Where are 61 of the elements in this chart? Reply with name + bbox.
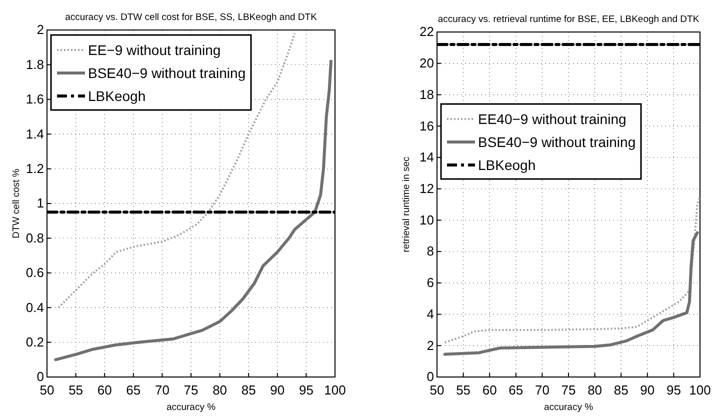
- y-tick-label: 12: [420, 180, 434, 196]
- y-tick-label: 20: [420, 56, 434, 71]
- y-tick-label: 8: [426, 244, 434, 259]
- y-tick-label: 0: [36, 369, 44, 384]
- y-axis-title: DTW cell cost %: [11, 168, 22, 238]
- line-series: [54, 60, 332, 362]
- y-tick-label: 2: [36, 22, 44, 38]
- x-tick-label: 85: [241, 382, 256, 398]
- x-tick-label: 70: [534, 382, 550, 398]
- x-tick-label: 55: [68, 382, 84, 398]
- y-tick-label: 0: [426, 369, 434, 384]
- legend-label: EE−9 without training: [88, 42, 221, 58]
- y-tick-label: 18: [420, 86, 434, 102]
- line-series: [444, 196, 700, 344]
- y-tick-label: 1.8: [26, 56, 44, 72]
- y-tick-label: 14: [420, 150, 434, 165]
- legend-label: LBKeogh: [478, 157, 536, 173]
- y-tick-label: 16: [420, 118, 434, 134]
- x-tick-label: 90: [640, 382, 655, 398]
- x-tick-label: 100: [324, 382, 346, 398]
- y-tick-label: 0.6: [26, 265, 44, 280]
- chart-title: accuracy vs. retrieval runtime for BSE, EE, LBKeogh and DTK: [438, 14, 700, 25]
- legend-label: LBKeogh: [88, 88, 146, 104]
- x-tick-label: 70: [154, 382, 170, 398]
- x-tick-label: 80: [588, 382, 602, 398]
- legend-label: BSE40−9 without training: [478, 134, 636, 150]
- x-tick-label: 50: [430, 382, 444, 398]
- line-series: [443, 231, 699, 356]
- legend-label: BSE40−9 without training: [88, 65, 246, 81]
- y-tick-label: 6: [426, 275, 434, 290]
- y-tick-label: 1.6: [26, 92, 44, 107]
- x-tick-label: 55: [456, 382, 471, 398]
- x-tick-label: 95: [298, 382, 314, 398]
- x-tick-label: 85: [614, 382, 628, 398]
- x-tick-label: 75: [561, 382, 576, 398]
- x-tick-label: 95: [666, 382, 681, 398]
- x-tick-label: 90: [270, 382, 285, 398]
- y-tick-label: 0.4: [26, 300, 44, 315]
- y-axis-title: retrieval runtime in sec: [401, 156, 412, 252]
- y-tick-label: 10: [420, 212, 434, 228]
- x-tick-label: 50: [40, 382, 54, 398]
- x-tick-label: 100: [689, 382, 711, 398]
- x-tick-label: 60: [482, 382, 497, 398]
- line-series: [58, 32, 296, 309]
- y-tick-label: 0.8: [26, 230, 44, 246]
- y-tick-label: 1.4: [26, 126, 44, 142]
- x-axis-title: accuracy %: [166, 402, 216, 413]
- x-tick-label: 80: [212, 382, 228, 398]
- x-axis-title: accuracy %: [544, 402, 594, 413]
- x-tick-label: 65: [126, 382, 141, 398]
- y-tick-label: 4: [426, 306, 434, 322]
- x-tick-label: 60: [97, 382, 112, 398]
- x-tick-label: 65: [508, 382, 524, 398]
- y-tick-label: 0.2: [26, 334, 44, 350]
- chart-title: accuracy vs. DTW cell cost for BSE, SS, LBKeogh and DTK: [65, 12, 318, 23]
- y-tick-label: 22: [420, 24, 434, 40]
- legend-label: EE40−9 without training: [478, 111, 626, 127]
- y-tick-label: 1.2: [26, 160, 44, 176]
- y-tick-label: 2: [426, 338, 434, 353]
- x-tick-label: 75: [184, 382, 198, 398]
- y-tick-label: 1: [36, 196, 44, 211]
